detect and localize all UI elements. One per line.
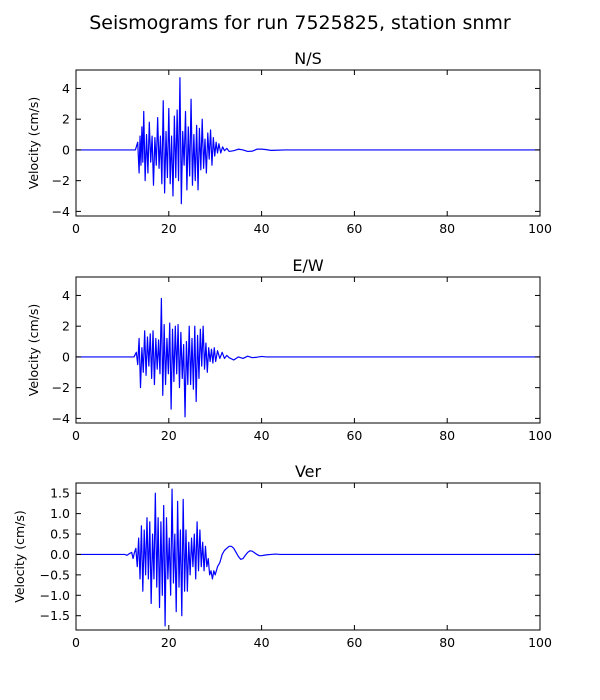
x-tick-label-ver: 100 [528,635,552,650]
x-tick-label-ver: 20 [161,635,177,650]
x-tick-label-ew: 20 [161,428,177,443]
y-tick-label-ns: 4 [62,81,70,96]
x-tick-label-ver: 80 [439,635,455,650]
y-tick-label-ns: 0 [62,142,70,157]
y-tick-label-ew: 4 [62,288,70,303]
y-tick-label-ver: 1.5 [50,486,70,501]
y-tick-label-ns: −2 [52,173,70,188]
x-tick-label-ew: 0 [72,428,80,443]
y-tick-label-ver: 1.0 [50,506,70,521]
y-tick-label-ew: −4 [52,411,70,426]
y-tick-label-ew: −2 [52,380,70,395]
y-tick-label-ew: 2 [62,319,70,334]
y-tick-label-ver: 0.5 [50,527,70,542]
y-tick-label-ew: 0 [62,349,70,364]
panel-title-ver: Ver [295,462,322,481]
x-tick-label-ns: 40 [254,221,270,236]
panel-ver: 0 20 40 60 80 100 −1.5 −1.0 −0.5 0.0 0.5 1.0 1.5 Ver V… [12,462,552,650]
x-tick-label-ns: 80 [439,221,455,236]
y-tick-label-ver: 0.0 [50,547,70,562]
y-tick-label-ns: −4 [52,204,70,219]
x-tick-label-ver: 40 [254,635,270,650]
y-axis-label-ver: Velocity (cm/s) [12,510,27,603]
axes-frame-ew [75,276,541,424]
axes-frame-ns [75,69,541,217]
velocity-trace-ns [76,77,540,205]
velocity-trace-ew [76,297,540,418]
panel-title-ns: N/S [294,49,322,68]
y-tick-label-ver: −1.0 [40,588,70,603]
x-tick-label-ns: 20 [161,221,177,236]
figure-title: Seismograms for run 7525825, station snm… [89,12,511,34]
velocity-trace-ver [76,488,540,627]
x-tick-label-ns: 0 [72,221,80,236]
x-tick-label-ew: 40 [254,428,270,443]
x-tick-label-ver: 60 [346,635,362,650]
panel-ew: 0 20 40 60 80 100 −4 −2 0 2 4 E/W Velocity (cm/s) [26,256,552,443]
y-tick-label-ns: 2 [62,112,70,127]
y-tick-label-ver: −1.5 [40,608,70,623]
x-tick-label-ns: 100 [528,221,552,236]
y-tick-label-ver: −0.5 [40,567,70,582]
x-tick-label-ew: 100 [528,428,552,443]
axes-frame-ver [75,482,541,631]
y-axis-label-ns: Velocity (cm/s) [26,97,41,190]
panel-title-ew: E/W [292,256,324,275]
x-tick-label-ew: 80 [439,428,455,443]
x-tick-label-ns: 60 [346,221,362,236]
y-axis-label-ew: Velocity (cm/s) [26,304,41,397]
x-tick-label-ew: 60 [346,428,362,443]
panel-ns: 0 20 40 60 80 100 −4 −2 0 2 4 N/S Velocity (cm/s) [26,49,552,236]
x-tick-label-ver: 0 [72,635,80,650]
